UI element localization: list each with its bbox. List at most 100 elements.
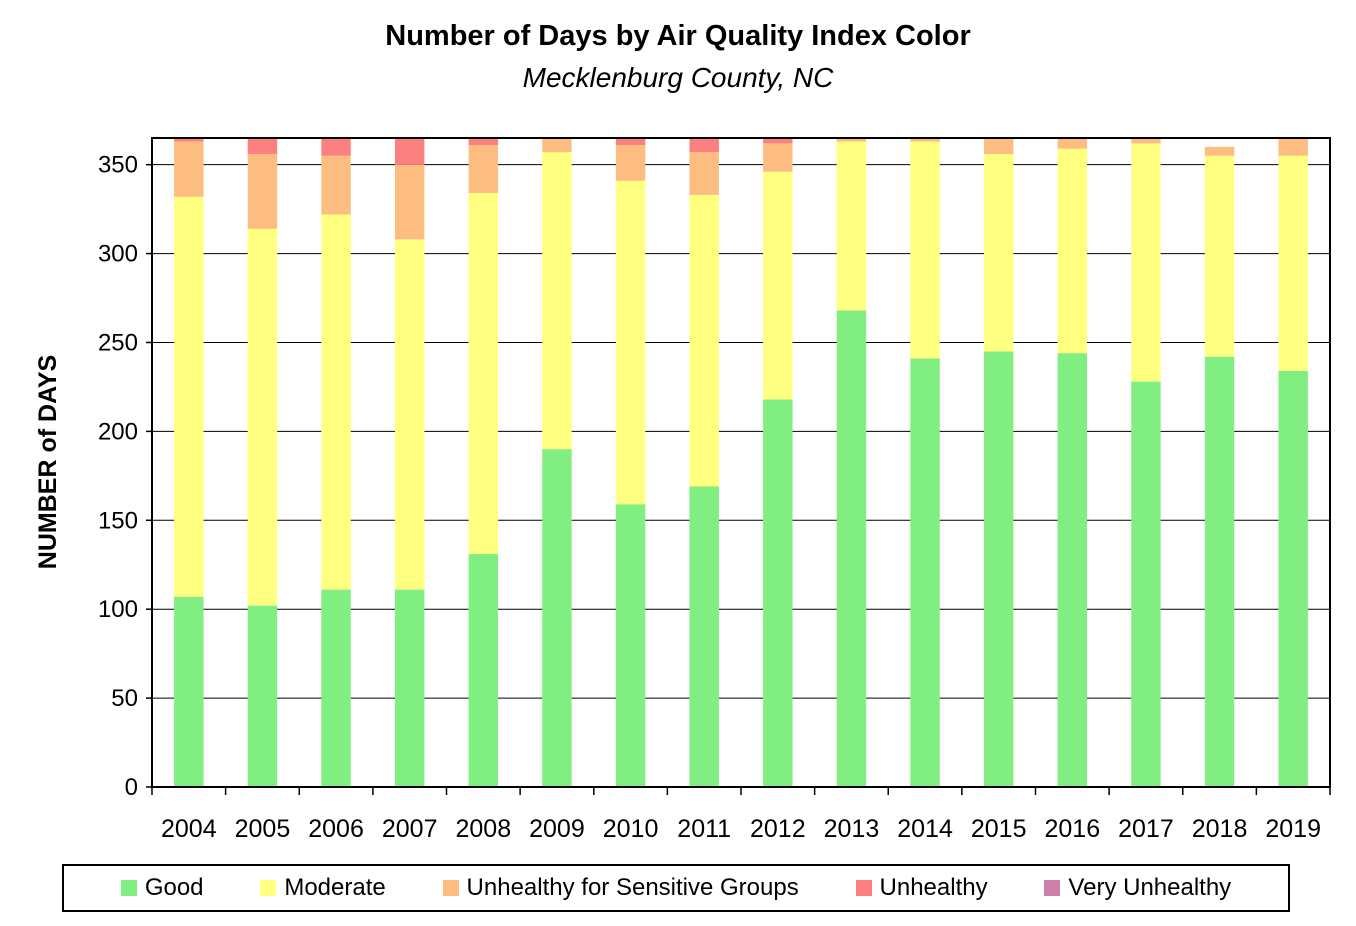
- bar-segment-good-2004: [174, 596, 204, 787]
- x-tick-label: 2011: [677, 815, 731, 843]
- x-tick-label: 2006: [308, 815, 364, 843]
- bar-segment-moderate-2006: [321, 214, 351, 590]
- bar-segment-unhealthy-for-sensitive-groups-2012: [763, 143, 793, 172]
- legend-item: Unhealthy for Sensitive Groups: [442, 874, 799, 902]
- bar-segment-good-2006: [321, 589, 351, 787]
- bar-segment-good-2005: [247, 605, 278, 787]
- chart-title: Number of Days by Air Quality Index Colo…: [385, 20, 971, 52]
- y-tick-label: 50: [111, 685, 138, 712]
- bar-segment-moderate-2009: [542, 152, 572, 450]
- legend: Good Moderate Unhealthy for Sensitive Grou…: [62, 864, 1290, 912]
- bar-segment-good-2011: [689, 486, 719, 787]
- bar-segment-unhealthy-for-sensitive-groups-2004: [174, 141, 204, 197]
- chart-plot: 0 50 100 150 200 250 300 350 2004 2005 2006 2007 200…: [34, 137, 1331, 843]
- x-tick-label: 2010: [603, 815, 659, 843]
- bar-segment-unhealthy-for-sensitive-groups-2006: [321, 155, 351, 215]
- bar-segment-moderate-2015: [983, 154, 1014, 352]
- x-tick-label: 2007: [382, 815, 438, 843]
- bar-segment-unhealthy-2011: [689, 138, 719, 153]
- legend-swatch: [855, 880, 872, 896]
- bar-segment-unhealthy-2004: [174, 138, 204, 142]
- x-tick-label: 2015: [971, 815, 1027, 843]
- x-tick-label: 2005: [235, 815, 291, 843]
- bar-segment-unhealthy-2006: [321, 138, 351, 156]
- x-tick-label: 2019: [1265, 815, 1321, 843]
- bar-segment-unhealthy-2008: [468, 138, 499, 146]
- bar-segment-good-2007: [394, 589, 425, 787]
- bar-segment-moderate-2011: [689, 194, 719, 487]
- bar-segment-unhealthy-2012: [763, 138, 793, 144]
- bar-segment-good-2016: [1057, 353, 1088, 787]
- legend-item: Very Unhealthy: [1044, 874, 1231, 902]
- bar-segment-moderate-2019: [1278, 155, 1308, 371]
- bar-segment-good-2015: [983, 351, 1014, 787]
- bar-segment-unhealthy-2005: [247, 138, 278, 155]
- y-tick-label: 300: [98, 241, 138, 268]
- bar-segment-moderate-2017: [1131, 143, 1161, 382]
- bar-segment-unhealthy-for-sensitive-groups-2011: [689, 152, 719, 195]
- bar-segment-moderate-2014: [910, 141, 940, 359]
- x-tick-label: 2013: [824, 815, 880, 843]
- legend-swatch: [260, 880, 277, 896]
- bar-segment-good-2009: [542, 449, 572, 787]
- legend-swatch: [442, 880, 459, 896]
- bar-segment-unhealthy-2007: [394, 138, 425, 165]
- bar-segment-good-2013: [836, 310, 867, 787]
- x-tick-label: 2009: [529, 815, 585, 843]
- x-tick-label: 2016: [1045, 815, 1101, 843]
- bar-segment-unhealthy-for-sensitive-groups-2008: [468, 145, 499, 194]
- bar-segment-moderate-2018: [1204, 155, 1235, 357]
- bar-segment-unhealthy-for-sensitive-groups-2017: [1131, 138, 1161, 144]
- y-tick-label: 200: [98, 418, 138, 445]
- bar-segment-unhealthy-for-sensitive-groups-2016: [1057, 138, 1088, 149]
- bar-segment-good-2019: [1278, 370, 1308, 787]
- y-tick-label: 100: [98, 596, 138, 623]
- y-axis-label: NUMBER of DAYS: [34, 355, 62, 569]
- bar-segment-unhealthy-for-sensitive-groups-2019: [1278, 138, 1308, 156]
- legend-item: Unhealthy: [855, 874, 988, 902]
- bar-segment-good-2012: [763, 399, 793, 787]
- bar-segment-good-2014: [910, 358, 940, 787]
- bar-segment-moderate-2013: [836, 141, 867, 311]
- bar-segment-good-2010: [615, 504, 646, 787]
- y-tick-label: 350: [98, 152, 138, 179]
- x-tick-label: 2012: [750, 815, 806, 843]
- legend-label: Good: [144, 874, 204, 901]
- bar-segment-unhealthy-for-sensitive-groups-2013: [836, 138, 867, 142]
- x-tick-label: 2014: [897, 815, 953, 843]
- bar-segment-moderate-2016: [1057, 148, 1088, 354]
- bar-segment-unhealthy-2010: [615, 138, 646, 146]
- x-tick-label: 2004: [161, 815, 217, 843]
- bar-segment-unhealthy-for-sensitive-groups-2015: [983, 138, 1014, 155]
- bar-segment-good-2018: [1204, 356, 1235, 787]
- y-tick-label: 250: [98, 329, 138, 356]
- legend-label: Moderate: [284, 874, 386, 901]
- bar-segment-unhealthy-for-sensitive-groups-2007: [394, 164, 425, 240]
- bar-segment-moderate-2010: [615, 180, 646, 505]
- bar-segment-good-2008: [468, 554, 499, 787]
- legend-label: Unhealthy for Sensitive Groups: [466, 874, 799, 901]
- bar-segment-unhealthy-for-sensitive-groups-2010: [615, 145, 646, 181]
- chart-subtitle: Mecklenburg County, NC: [522, 62, 834, 93]
- legend-label: Very Unhealthy: [1068, 874, 1232, 901]
- bar-segment-unhealthy-for-sensitive-groups-2005: [247, 154, 278, 229]
- x-tick-label: 2017: [1118, 815, 1174, 843]
- bar-segment-unhealthy-for-sensitive-groups-2009: [542, 138, 572, 153]
- legend-label: Unhealthy: [879, 874, 988, 901]
- bar-segment-moderate-2007: [394, 239, 425, 590]
- legend-item: Moderate: [260, 874, 386, 902]
- legend-swatch: [1044, 880, 1061, 896]
- bar-segment-unhealthy-for-sensitive-groups-2018: [1204, 146, 1235, 156]
- x-tick-label: 2018: [1192, 815, 1248, 843]
- bar-segment-moderate-2005: [247, 228, 278, 606]
- legend-item: Good: [120, 874, 204, 902]
- bar-segment-moderate-2012: [763, 171, 793, 400]
- x-tick-label: 2008: [456, 815, 512, 843]
- y-tick-label: 150: [98, 507, 138, 534]
- y-tick-label: 0: [125, 774, 138, 801]
- bar-segment-moderate-2004: [174, 196, 204, 597]
- bar-segment-good-2017: [1131, 381, 1161, 787]
- bar-segment-moderate-2008: [468, 193, 499, 555]
- bar-segment-unhealthy-for-sensitive-groups-2014: [910, 138, 940, 142]
- legend-swatch: [120, 880, 137, 896]
